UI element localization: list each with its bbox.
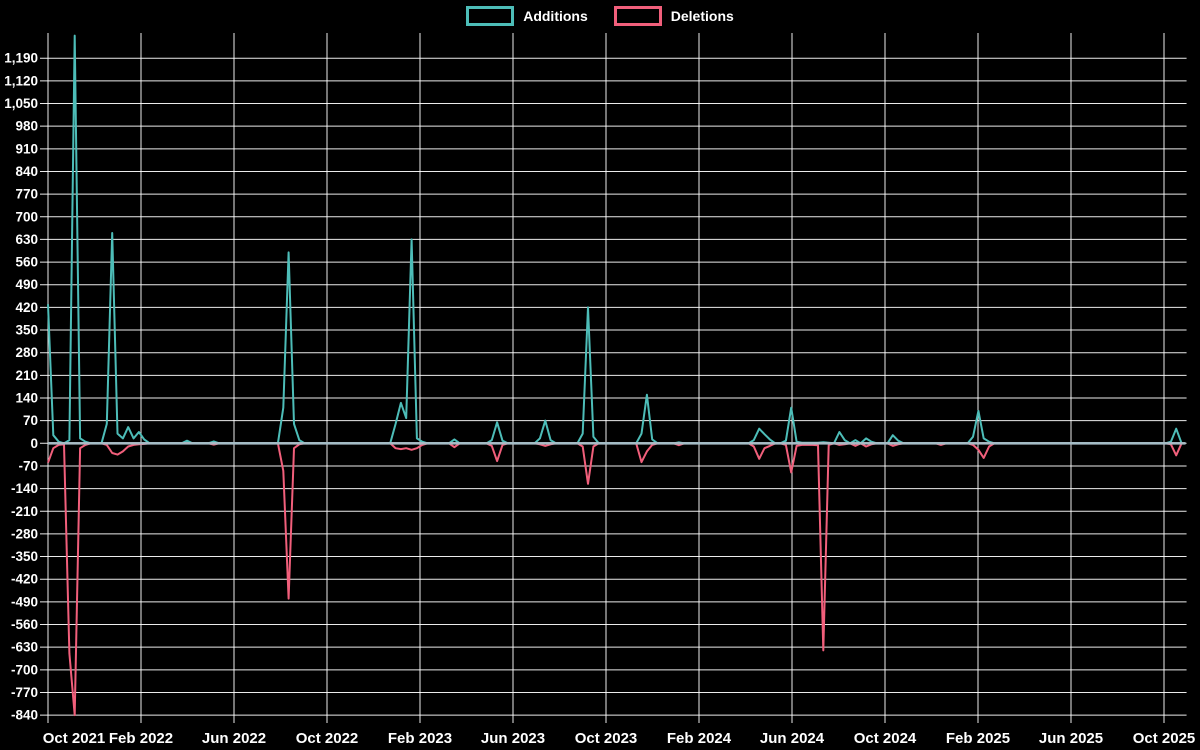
y-tick-label: 0 — [30, 436, 38, 451]
chart-legend: Additions Deletions — [0, 6, 1200, 26]
y-tick-label: 980 — [15, 119, 38, 134]
y-tick-label: 140 — [15, 390, 38, 405]
y-tick-label: 1,050 — [4, 96, 38, 111]
legend-item-additions[interactable]: Additions — [466, 6, 588, 26]
y-tick-label: -210 — [11, 504, 38, 519]
y-tick-label: -490 — [11, 594, 38, 609]
x-tick-label: Oct 2025 — [1133, 730, 1196, 747]
y-tick-label: 560 — [15, 255, 38, 270]
x-tick-label: Jun 2024 — [760, 730, 825, 747]
y-tick-label: 630 — [15, 232, 38, 247]
y-tick-label: 840 — [15, 164, 38, 179]
y-tick-label: 1,190 — [4, 51, 38, 66]
x-tick-label: Oct 2021 — [43, 730, 106, 747]
y-tick-label: -630 — [11, 640, 38, 655]
x-tick-label: Oct 2024 — [854, 730, 917, 747]
y-tick-label: 350 — [15, 323, 38, 338]
y-tick-label: -140 — [11, 481, 38, 496]
x-tick-label: Jun 2025 — [1039, 730, 1103, 747]
x-tick-label: Jun 2022 — [202, 730, 266, 747]
y-tick-label: 490 — [15, 277, 38, 292]
y-tick-label: 910 — [15, 141, 38, 156]
y-tick-label: 700 — [15, 209, 38, 224]
y-tick-label: 280 — [15, 345, 38, 360]
y-tick-label: 420 — [15, 300, 38, 315]
x-tick-label: Jun 2023 — [481, 730, 545, 747]
additions-swatch-icon — [466, 6, 515, 26]
x-tick-label: Oct 2023 — [575, 730, 638, 747]
y-tick-label: 70 — [23, 413, 38, 428]
legend-item-deletions[interactable]: Deletions — [613, 6, 734, 26]
x-tick-label: Feb 2025 — [946, 730, 1010, 747]
x-tick-label: Oct 2022 — [296, 730, 359, 747]
y-tick-label: 770 — [15, 187, 38, 202]
y-tick-label: -560 — [11, 617, 38, 632]
y-tick-label: -350 — [11, 549, 38, 564]
legend-label-additions: Additions — [523, 8, 588, 24]
y-tick-label: -280 — [11, 526, 38, 541]
y-tick-label: 210 — [15, 368, 38, 383]
y-tick-label: -840 — [11, 708, 38, 723]
y-tick-label: -70 — [18, 458, 38, 473]
x-tick-label: Feb 2023 — [388, 730, 452, 747]
y-tick-label: -700 — [11, 662, 38, 677]
x-tick-label: Feb 2022 — [109, 730, 173, 747]
deletions-swatch-icon — [613, 6, 662, 26]
legend-label-deletions: Deletions — [670, 8, 734, 24]
y-tick-label: 1,120 — [4, 73, 38, 88]
y-tick-label: -420 — [11, 572, 38, 587]
y-tick-label: -770 — [11, 685, 38, 700]
x-tick-label: Feb 2024 — [667, 730, 732, 747]
